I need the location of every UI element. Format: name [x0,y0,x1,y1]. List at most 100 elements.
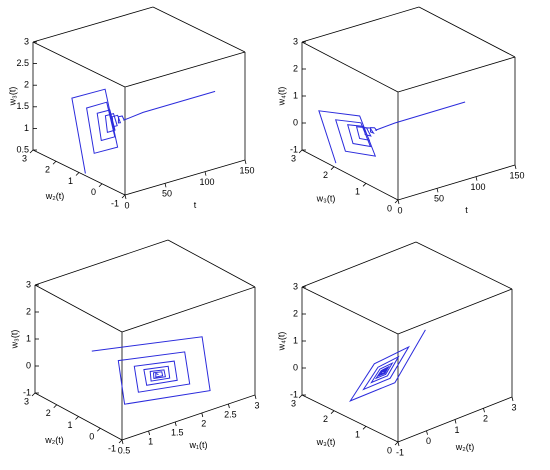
x-tick-label: 2 [483,414,488,424]
tick-mark [397,441,400,447]
y-tick-label: 1 [355,187,360,197]
tick-mark [75,416,79,420]
x-tick-label: 2.5 [224,409,237,419]
tick-mark [53,404,58,409]
box-edge [152,6,246,53]
z-tick-label: 2.5 [16,58,29,68]
box-edge [301,41,399,93]
x-tick-label: 2 [201,418,206,428]
z-tick-label: -1 [290,389,298,399]
tick-mark [330,166,335,170]
tick-mark [121,439,124,445]
tick-mark [394,199,399,204]
tick-mark [397,199,400,205]
y-axis-label: w₂(t) [45,191,65,201]
x-tick-label: 1 [148,436,153,446]
tick-mark [29,149,34,154]
y-tick-label: 3 [24,396,29,406]
y-tick-label: 0 [387,203,392,213]
y-tick-label: 3 [291,153,296,163]
y-tick-label: 1 [68,176,73,186]
y-tick-label: 3 [291,398,296,408]
z-tick-label: 0 [26,360,31,370]
box-edge [301,394,399,443]
z-tick-label: 2 [293,63,298,73]
y-tick-label: 2 [323,170,328,180]
z-tick-label: 1 [26,333,31,343]
x-axis-label: t [194,200,197,210]
tick-mark [330,410,335,414]
x-tick-label: -1 [396,447,404,457]
y-tick-label: 3 [22,153,27,163]
y-tick-label: 2 [323,414,328,424]
x-tick-label: 100 [199,177,214,187]
x-axis-label: t [465,205,468,215]
z-tick-label: -1 [290,144,298,154]
box-edge [397,288,513,335]
tick-mark [124,194,127,200]
z-tick-label: 1.5 [16,101,29,111]
x-tick-label: 50 [434,194,444,204]
tick-mark [394,441,399,446]
x-axis-label: w₁(t) [188,440,207,450]
box-edge [124,159,246,196]
box-edge [34,284,123,333]
trajectory [91,336,211,405]
box-edge [32,6,154,43]
y-tick-label: 0 [387,445,392,455]
tick-mark [298,394,303,399]
box-edge [301,149,399,201]
tick-mark [244,159,247,165]
box-edge [418,6,516,58]
tick-mark [228,403,230,409]
tick-mark [204,171,207,176]
tick-mark [75,172,80,176]
x-tick-label: 100 [470,182,485,192]
y-tick-label: -1 [111,198,119,208]
z-tick-label: 2 [293,308,298,318]
z-tick-label: 2 [26,306,31,316]
y-tick-label: 2 [46,408,51,418]
y-tick-label: 2 [45,165,50,175]
y-tick-label: 0 [89,432,94,442]
y-tick-label: 1 [355,430,360,440]
tick-mark [52,160,57,165]
trajectory [349,329,426,402]
x-tick-label: 3 [511,402,516,412]
x-tick-label: 0 [124,200,129,210]
x-tick-label: 150 [239,165,254,175]
box-edge [124,51,246,88]
x-tick-label: 0 [426,436,431,446]
y-tick-label: 0 [91,187,96,197]
y-axis-label: w₃(t) [316,193,336,203]
box-edge [397,56,516,93]
z-tick-label: 0.5 [16,144,29,154]
x-tick-label: 0 [397,205,402,215]
tick-mark [426,430,428,435]
z-tick-label: 3 [293,36,298,46]
x-tick-label: 0.5 [118,445,131,455]
z-axis-label: w₄(t) [276,332,286,352]
x-tick-label: 3 [254,400,259,410]
box-edge [32,41,126,88]
tick-mark [148,430,150,436]
tick-mark [475,176,478,181]
y-axis-label: w₃(t) [316,437,336,447]
y-axis-label: w₂(t) [44,435,64,445]
tick-mark [511,396,514,402]
tick-mark [298,149,303,154]
box-edge [121,286,256,333]
tick-mark [121,194,126,199]
box-edge [167,239,256,288]
z-axis-label: w₃(t) [7,87,17,107]
trajectory [71,88,216,174]
z-tick-label: 1 [293,90,298,100]
tick-mark [254,394,257,400]
z-tick-label: 2 [24,80,29,90]
tick-mark [436,188,439,193]
z-tick-label: -1 [23,387,31,397]
z-tick-label: 3 [293,281,298,291]
y-tick-label: -1 [108,443,116,453]
y-tick-label: 1 [67,420,72,430]
